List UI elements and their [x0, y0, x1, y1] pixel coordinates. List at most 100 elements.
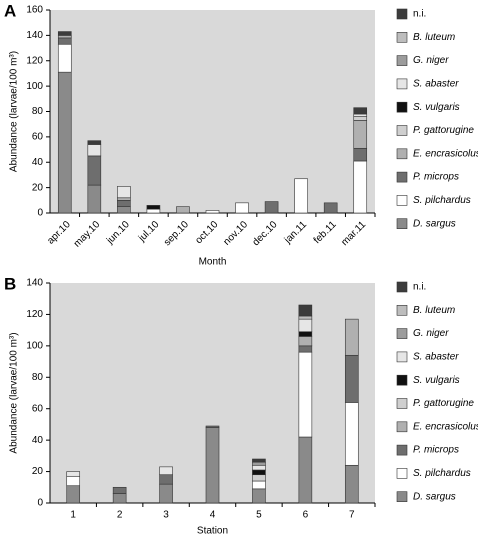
- bar-segment: [252, 474, 266, 482]
- bar-segment: [353, 120, 368, 149]
- bar-segment: [252, 464, 266, 471]
- legend-label: D. sargus: [413, 491, 456, 502]
- legend-label: S. pilchardus: [413, 195, 471, 206]
- legend-swatch: [396, 468, 408, 479]
- y-tick-label: 100: [26, 340, 43, 351]
- bar-segment: [298, 331, 313, 337]
- x-tick-label: 4: [210, 510, 216, 521]
- bar-segment: [57, 37, 72, 45]
- bar-segment: [87, 155, 102, 186]
- bar-segment: [66, 471, 81, 477]
- bar-segment: [66, 475, 81, 487]
- x-tick-label: nov.10: [222, 219, 251, 248]
- legend-label: G. niger: [413, 328, 449, 339]
- bar-segment: [112, 493, 127, 504]
- legend-label: D. sargus: [413, 218, 456, 229]
- bar-segment: [57, 71, 72, 214]
- bar-segment: [298, 345, 313, 353]
- x-tick-label: 1: [70, 510, 76, 521]
- legend-label: P. microps: [413, 445, 459, 456]
- legend-swatch: [396, 351, 408, 363]
- y-axis-title: Abundance (larvae/100 m³): [9, 332, 20, 453]
- y-axis-title: Abundance (larvae/100 m³): [9, 51, 20, 172]
- bar-segment: [66, 485, 81, 504]
- legend-label: P. microps: [413, 172, 459, 183]
- legend-label: E. encrasicolus: [413, 148, 478, 159]
- x-tick-label: 5: [256, 510, 262, 521]
- legend-label: P. gattorugine: [413, 125, 474, 136]
- y-tick-label: 80: [32, 106, 44, 117]
- bar-segment: [344, 402, 359, 466]
- legend-label: G. niger: [413, 55, 449, 66]
- legend-label: S. abaster: [413, 79, 459, 90]
- y-tick-label: 120: [26, 55, 43, 66]
- y-tick-label: 0: [37, 498, 43, 509]
- bar-segment: [353, 147, 368, 162]
- legend-label: S. pilchardus: [413, 468, 471, 479]
- bar-segment: [159, 483, 173, 504]
- x-tick-label: apr.10: [45, 219, 73, 247]
- x-axis-title: Station: [197, 526, 228, 537]
- legend-swatch: [396, 31, 408, 43]
- x-tick-label: oct.10: [193, 219, 220, 246]
- bar-segment: [252, 461, 266, 466]
- legend-swatch: [396, 491, 408, 503]
- legend-swatch: [396, 281, 408, 293]
- bar-segment: [344, 464, 359, 504]
- legend-swatch: [396, 444, 408, 456]
- bar-segment: [353, 107, 368, 115]
- bar-segment: [298, 315, 313, 320]
- bar-segment: [298, 436, 313, 504]
- bar-segment: [205, 427, 220, 504]
- x-tick-label: sep.10: [162, 219, 191, 248]
- bar-segment: [205, 210, 220, 214]
- bar-segment: [264, 201, 279, 214]
- y-tick-label: 60: [32, 132, 44, 143]
- legend-label: P. gattorugine: [413, 398, 474, 409]
- panel-label: A: [4, 1, 16, 20]
- bar-segment: [298, 318, 313, 333]
- bar-segment: [252, 480, 266, 490]
- bar-segment: [87, 140, 102, 145]
- x-tick-label: feb.11: [312, 219, 339, 246]
- legend-label: S. vulgaris: [413, 102, 460, 113]
- bar-segment: [252, 488, 266, 504]
- legend-label: S. abaster: [413, 352, 459, 363]
- x-tick-label: mar.11: [339, 219, 368, 248]
- legend-swatch: [396, 148, 408, 160]
- bar-segment: [146, 208, 161, 214]
- y-tick-label: 40: [32, 435, 44, 446]
- legend-swatch: [396, 304, 408, 316]
- x-tick-label: jun.10: [104, 219, 132, 247]
- bar-segment: [252, 469, 266, 476]
- legend-label: n.i.: [413, 282, 426, 293]
- legend-swatch: [396, 55, 408, 66]
- x-tick-label: 6: [303, 510, 309, 521]
- y-tick-label: 20: [32, 466, 44, 477]
- y-tick-label: 0: [37, 208, 43, 219]
- legend-swatch: [396, 171, 408, 183]
- bar-segment: [323, 202, 338, 214]
- legend-swatch: [396, 374, 408, 386]
- x-tick-label: may.10: [72, 219, 103, 250]
- y-tick-label: 140: [26, 278, 43, 289]
- legend-label: E. encrasicolus: [413, 421, 478, 432]
- bar-segment: [353, 160, 368, 214]
- bar-segment: [146, 205, 161, 210]
- legend-swatch: [396, 328, 408, 339]
- legend-label: n.i.: [413, 9, 426, 20]
- legend-swatch: [396, 195, 408, 206]
- bar-segment: [112, 486, 127, 494]
- y-tick-label: 60: [32, 403, 44, 414]
- legend-swatch: [396, 125, 408, 136]
- bar-segment: [298, 336, 313, 347]
- x-axis-title: Month: [199, 257, 227, 268]
- legend-label: B. luteum: [413, 32, 455, 43]
- bar-segment: [176, 206, 190, 214]
- y-tick-label: 100: [26, 81, 43, 92]
- bar-segment: [294, 178, 308, 214]
- bar-segment: [87, 144, 102, 157]
- legend-swatch: [396, 8, 408, 20]
- x-tick-label: jul.10: [136, 219, 162, 245]
